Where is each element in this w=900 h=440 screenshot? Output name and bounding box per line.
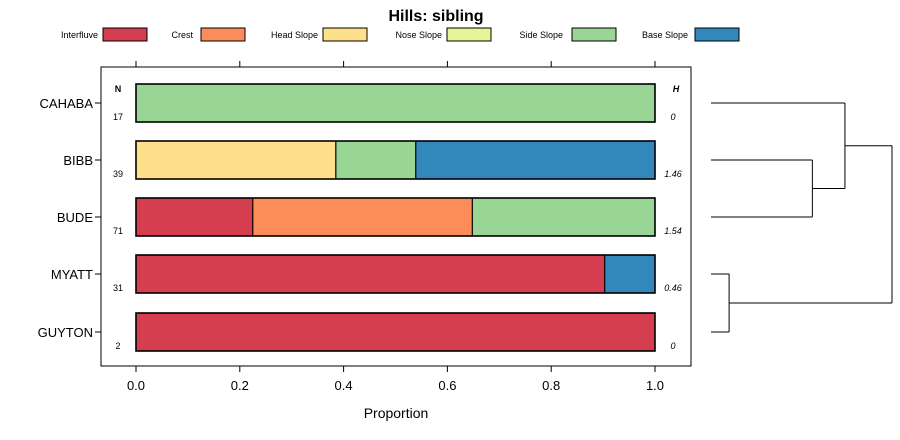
bar-bude-crest [252,198,473,236]
legend-swatch-head-slope [322,27,368,42]
bar-outline-guyton [135,312,656,352]
n-label-myatt: 31 [113,283,123,293]
bar-myatt-interfluve [136,255,605,293]
bar-outline-cahaba [135,83,656,123]
legend: Interfluve Crest Head Slope Nose Slope Side … [61,27,740,42]
h-header: H [673,84,680,94]
n-label-bude: 71 [113,226,123,236]
legend-label-interfluve: Interfluve [61,30,98,40]
legend-swatch-base-slope [694,27,740,42]
h-label-bude: 1.54 [664,226,682,236]
x-tick-label: 0.0 [127,378,145,393]
bar-bibb-side-slope [335,141,416,179]
x-axis: 0.0 0.2 0.4 0.6 0.8 1.0 [127,61,664,393]
category-label-bude: BUDE [57,210,93,225]
category-label-bibb: BIBB [63,153,93,168]
n-label-cahaba: 17 [113,112,123,122]
category-label-guyton: GUYTON [38,325,93,340]
bar-bibb-base-slope [415,141,655,179]
legend-label-crest: Crest [171,30,193,40]
x-tick-label: 0.4 [335,378,353,393]
x-axis-label: Proportion [364,405,429,421]
x-tick-label: 1.0 [646,378,664,393]
h-label-guyton: 0 [670,341,675,351]
category-label-cahaba: CAHABA [40,96,94,111]
h-label-myatt: 0.46 [664,283,682,293]
x-tick-label: 0.2 [231,378,249,393]
n-label-bibb: 39 [113,169,123,179]
legend-swatch-interfluve [102,27,148,42]
bar-guyton-interfluve [136,313,655,351]
x-tick-label: 0.6 [438,378,456,393]
bar-outline-myatt [135,254,656,294]
legend-label-side-slope: Side Slope [519,30,563,40]
bar-myatt-base-slope [604,255,655,293]
h-labels: 0 1.46 1.54 0.46 0 [664,112,682,351]
bar-outline-bude [135,197,656,237]
n-label-guyton: 2 [115,341,120,351]
legend-label-nose-slope: Nose Slope [395,30,442,40]
bar-bude-interfluve [136,198,253,236]
x-tick-label: 0.8 [542,378,560,393]
category-labels: CAHABA BIBB BUDE MYATT GUYTON [38,96,101,340]
legend-swatch-nose-slope [446,27,492,42]
bar-bibb-head-slope [136,141,336,179]
bar-outline-bibb [135,140,656,180]
legend-swatch-crest [200,27,246,42]
bars [135,83,656,352]
legend-swatch-side-slope [571,27,617,42]
n-header: N [115,84,122,94]
category-label-myatt: MYATT [51,267,93,282]
n-labels: 17 39 71 31 2 [113,112,123,351]
bar-cahaba-side-slope [136,84,655,122]
bar-bude-side-slope [472,198,655,236]
h-label-bibb: 1.46 [664,169,682,179]
dendrogram [711,102,893,333]
legend-label-base-slope: Base Slope [642,30,688,40]
h-label-cahaba: 0 [670,112,675,122]
legend-label-head-slope: Head Slope [271,30,318,40]
chart-title: Hills: sibling [388,8,483,25]
